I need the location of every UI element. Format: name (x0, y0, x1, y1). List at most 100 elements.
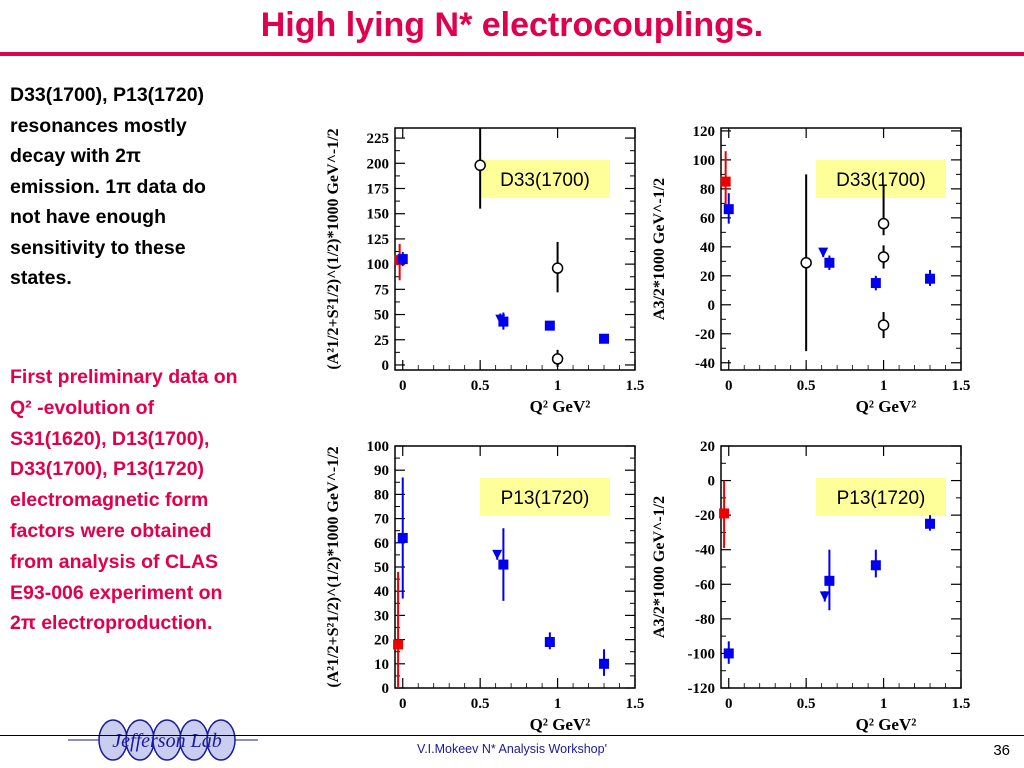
data-point-blue-square (544, 320, 555, 331)
y-tick-label: -60 (695, 577, 715, 593)
x-axis-label: Q² GeV² (856, 397, 917, 416)
y-tick-label: -120 (688, 681, 716, 697)
data-point-open-circle (877, 319, 890, 331)
text-line: states. (10, 267, 72, 289)
data-point-triangle (492, 549, 503, 560)
data-point-blue-square (498, 316, 509, 327)
data-point-blue-square (397, 254, 408, 265)
y-tick-label: 60 (374, 536, 389, 552)
resonance-label-box (816, 160, 946, 198)
resonance-label: D33(1700) (836, 170, 926, 191)
y-axis-label: A3/2*1000 GeV^-1/2 (651, 496, 668, 638)
y-tick-label: 0 (382, 358, 390, 374)
data-point-blue-square (723, 204, 734, 215)
x-tick-label: 1.5 (626, 378, 645, 394)
chart-p13-amplitude-s: 0 10 20 30 40 50 60 70 80 90 100 0 0.5 1 1.5 Q² GeV² (A²… (325, 439, 645, 734)
y-tick-label: -40 (695, 356, 715, 372)
data-point-open-circle (800, 257, 812, 269)
x-axis-label: Q² GeV² (530, 715, 591, 734)
data-point-red-square (720, 176, 731, 187)
svg-text:A3/2*1000 GeV^-1/2: A3/2*1000 GeV^-1/2 (651, 178, 668, 320)
chart-d33-amplitude-s: 0 25 50 75 100 125 150 175 200 225 0 0.5 1 1.5 Q² GeV²… (325, 127, 645, 416)
resonance-label: D33(1700) (500, 170, 590, 191)
text-line: S31(1620), D13(1700), (10, 427, 210, 450)
y-tick-label: 20 (700, 269, 715, 285)
svg-text:(A²1/2+S²1/2)^(1/2)*1000 GeV^-: (A²1/2+S²1/2)^(1/2)*1000 GeV^-1/2 (325, 128, 342, 369)
text-line: resonances mostly (10, 114, 187, 137)
data-point-blue-square (544, 637, 555, 648)
text-line: E93-006 experiment on (10, 581, 223, 604)
resonance-label-box (816, 478, 946, 516)
chart-p13-a32: -120 -100 -80 -60 -40 -20 0 20 0 0.5 1 1.5 Q² GeV² A3… (651, 439, 971, 734)
x-tick-label: 0.5 (471, 378, 490, 394)
x-tick-label: 1.5 (952, 696, 971, 712)
data-point-open-circle (551, 262, 564, 274)
plot-frame (394, 127, 636, 371)
y-tick-label: 0 (708, 474, 716, 490)
footer-divider (0, 735, 1024, 736)
x-axis-label: Q² GeV² (530, 397, 591, 416)
y-tick-label: 100 (367, 257, 390, 273)
y-tick-label: 0 (382, 681, 390, 697)
x-tick-label: 1 (880, 378, 888, 394)
x-axis-label: Q² GeV² (856, 715, 917, 734)
y-tick-label: 20 (700, 439, 715, 455)
data-point-blue-square (870, 278, 881, 289)
y-tick-label: -20 (695, 508, 715, 524)
resonance-label-box (480, 478, 610, 516)
y-tick-label: 225 (367, 131, 390, 147)
svg-text:A3/2*1000 GeV^-1/2: A3/2*1000 GeV^-1/2 (651, 496, 668, 638)
text-line: decay with 2π (10, 145, 141, 167)
x-tick-label: 0.5 (797, 696, 816, 712)
y-tick-label: 30 (374, 608, 389, 624)
y-tick-label: 120 (693, 124, 716, 140)
x-tick-label: 0 (725, 696, 733, 712)
y-tick-label: 70 (374, 512, 389, 528)
y-tick-label: 80 (700, 182, 715, 198)
y-tick-label: -100 (688, 646, 716, 662)
data-point-open-circle (877, 217, 890, 230)
y-tick-label: 150 (367, 207, 390, 223)
data-point-red-square (393, 639, 404, 650)
text-line: factors were obtained (10, 519, 212, 542)
data-point-open-circle (877, 251, 890, 263)
svg-text:(A²1/2+S²1/2)^(1/2)*1000 GeV^-: (A²1/2+S²1/2)^(1/2)*1000 GeV^-1/2 (325, 446, 342, 687)
x-tick-label: 1 (554, 378, 562, 394)
y-tick-label: 0 (708, 298, 716, 314)
title-divider (0, 52, 1024, 56)
y-tick-label: 80 (374, 487, 389, 503)
highlight-text: First preliminary data on Q² -evolution … (10, 362, 315, 639)
text-line: emission. 1π data do (10, 175, 206, 198)
data-point-blue-square (824, 257, 835, 268)
resonance-label: P13(1720) (837, 488, 926, 509)
data-point-blue-square (723, 648, 734, 659)
y-tick-label: 50 (374, 560, 389, 576)
text-line: 2π electroproduction. (10, 612, 213, 635)
y-tick-label: 40 (374, 584, 389, 600)
resonance-label: P13(1720) (501, 488, 590, 509)
text-line: First preliminary data on (10, 366, 238, 388)
data-point-blue-square (824, 575, 835, 586)
jefferson-lab-logo: Jefferson Lab (68, 719, 258, 761)
footer-text: V.I.Mokeev N* Analysis Workshop' (417, 742, 607, 756)
text-line: D33(1700), P13(1720) (10, 458, 205, 481)
data-point-blue-square (925, 518, 936, 529)
text-line: D33(1700), P13(1720) (10, 84, 205, 106)
y-tick-label: 10 (374, 657, 389, 673)
y-tick-label: 25 (374, 333, 389, 349)
x-tick-label: 1 (880, 696, 888, 712)
x-tick-label: 0 (399, 696, 407, 712)
data-point-blue-square (925, 273, 936, 284)
data-point-red-square (719, 508, 730, 519)
x-tick-label: 1 (554, 696, 562, 712)
x-tick-label: 0.5 (471, 696, 490, 712)
x-tick-label: 0.5 (797, 378, 816, 394)
y-tick-label: 175 (367, 182, 390, 198)
data-point-blue-square (397, 532, 408, 543)
chart-d33-a32: -40 -20 0 20 40 60 80 100 120 0 0.5 1 1.5 Q² GeV² A3/2… (651, 124, 970, 416)
y-axis-label: A3/2*1000 GeV^-1/2 (651, 178, 668, 320)
y-tick-label: 100 (693, 153, 716, 169)
x-tick-label: 1.5 (626, 696, 645, 712)
slide-title: High lying N* electrocouplings. (260, 6, 764, 44)
text-line: electromagnetic form (10, 489, 209, 512)
